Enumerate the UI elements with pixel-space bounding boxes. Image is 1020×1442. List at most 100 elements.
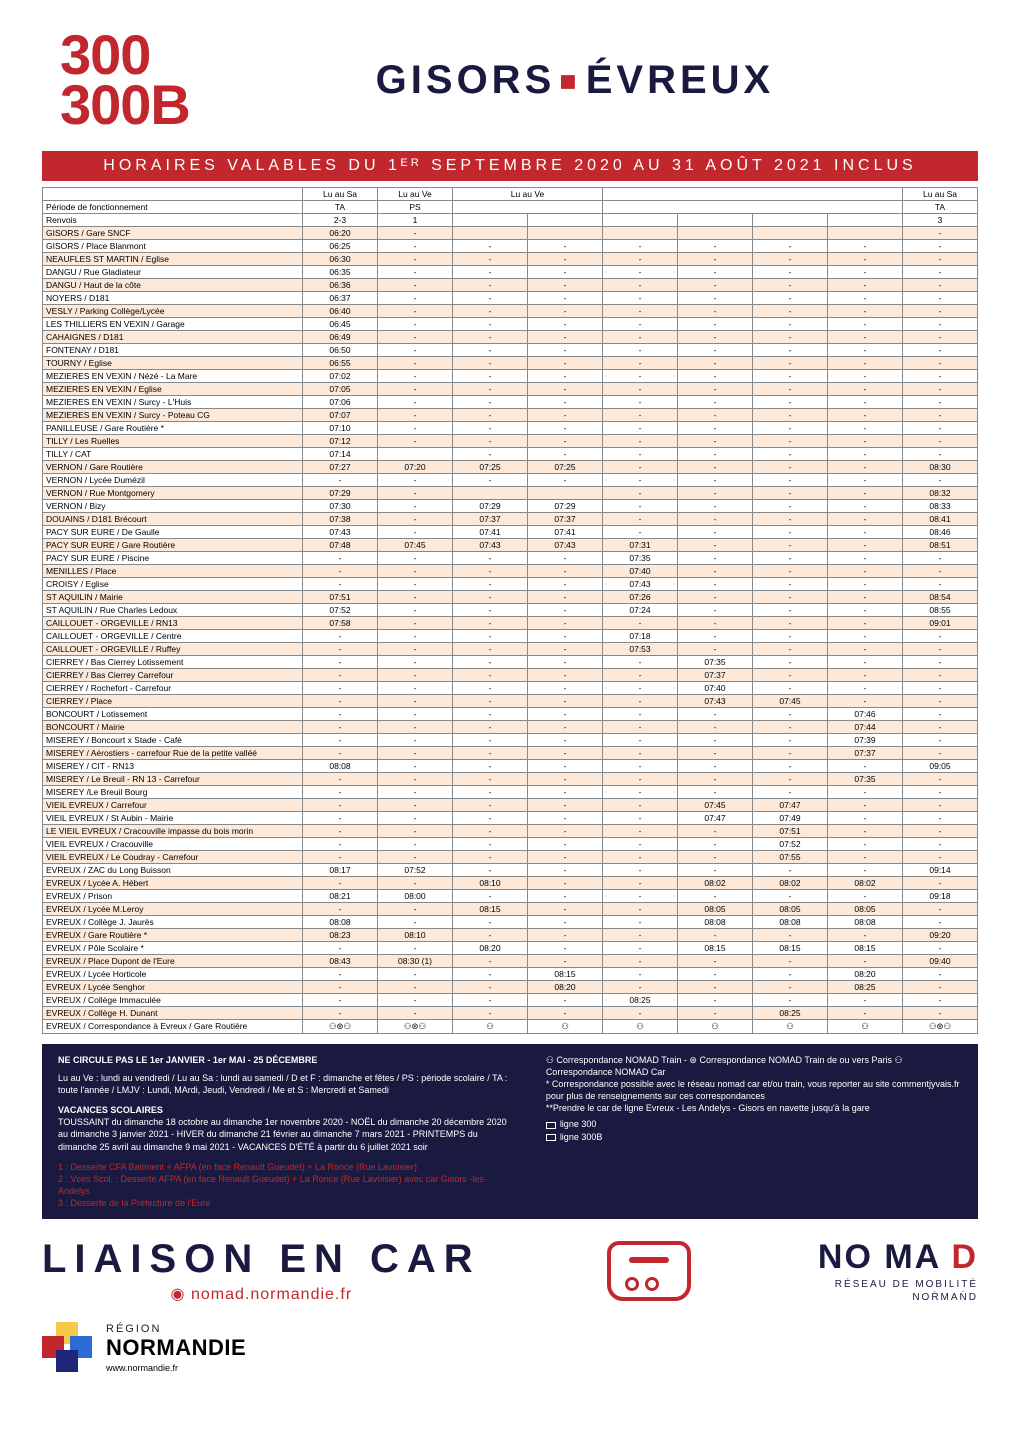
- time-cell: 07:41: [453, 525, 528, 538]
- time-cell: -: [528, 889, 603, 902]
- time-cell: -: [678, 330, 753, 343]
- time-cell: ⚇: [678, 1019, 753, 1033]
- time-cell: -: [753, 551, 828, 564]
- table-row: NOYERS / D18106:37--------: [43, 291, 978, 304]
- time-cell: [528, 226, 603, 239]
- time-cell: 07:07: [303, 408, 378, 421]
- time-cell: -: [903, 850, 978, 863]
- time-cell: -: [828, 928, 903, 941]
- table-row: MISEREY /Le Breuil Bourg---------: [43, 785, 978, 798]
- time-cell: -: [753, 954, 828, 967]
- time-cell: -: [753, 291, 828, 304]
- time-cell: -: [528, 798, 603, 811]
- time-cell: -: [828, 564, 903, 577]
- table-row: MISEREY / Aérostiers - carrefour Rue de …: [43, 746, 978, 759]
- time-cell: -: [903, 1006, 978, 1019]
- time-cell: 09:05: [903, 759, 978, 772]
- time-cell: -: [753, 460, 828, 473]
- time-cell: ⚇: [753, 1019, 828, 1033]
- time-cell: -: [828, 668, 903, 681]
- time-cell: 08:46: [903, 525, 978, 538]
- stop-name: EVREUX / Lycée Horticole: [43, 967, 303, 980]
- time-cell: -: [528, 837, 603, 850]
- stop-name: EVREUX / Pôle Scolaire *: [43, 941, 303, 954]
- stop-name: CIERREY / Rochefort - Carrefour: [43, 681, 303, 694]
- time-cell: -: [828, 486, 903, 499]
- table-row: EVREUX / Pôle Scolaire *--08:20--08:1508…: [43, 941, 978, 954]
- nomad-sub2: NOṘMAṄD: [818, 1292, 978, 1303]
- time-cell: -: [903, 395, 978, 408]
- time-cell: -: [453, 434, 528, 447]
- time-cell: -: [453, 369, 528, 382]
- time-cell: 07:52: [303, 603, 378, 616]
- time-cell: -: [678, 590, 753, 603]
- time-cell: -: [303, 785, 378, 798]
- timetable-head: Lu au SaLu au VeLu au VeLu au SaPériode …: [43, 187, 978, 226]
- time-cell: -: [753, 603, 828, 616]
- time-cell: -: [528, 603, 603, 616]
- time-cell: -: [528, 746, 603, 759]
- time-cell: -: [603, 980, 678, 993]
- stop-name: EVREUX / Collège J. Jaurès: [43, 915, 303, 928]
- time-cell: 07:25: [453, 460, 528, 473]
- pin-icon: ◉: [171, 1286, 191, 1303]
- time-cell: -: [753, 408, 828, 421]
- time-cell: -: [753, 720, 828, 733]
- time-cell: -: [828, 239, 903, 252]
- time-cell: -: [828, 811, 903, 824]
- stop-name: MEZIERES EN VEXIN / Nézé - La Mare: [43, 369, 303, 382]
- time-cell: -: [678, 278, 753, 291]
- time-cell: [753, 226, 828, 239]
- time-cell: -: [528, 824, 603, 837]
- time-cell: -: [753, 629, 828, 642]
- time-cell: -: [453, 824, 528, 837]
- table-row: EVREUX / Lycée M.Leroy--08:15--08:0508:0…: [43, 902, 978, 915]
- time-cell: -: [528, 811, 603, 824]
- time-cell: -: [828, 356, 903, 369]
- time-cell: 07:49: [753, 811, 828, 824]
- time-cell: -: [603, 668, 678, 681]
- time-cell: -: [453, 577, 528, 590]
- time-cell: -: [378, 473, 453, 486]
- time-cell: 06:37: [303, 291, 378, 304]
- time-cell: -: [678, 499, 753, 512]
- time-cell: -: [828, 252, 903, 265]
- time-cell: ⚇: [528, 1019, 603, 1033]
- table-row: VERNON / Lycée Dumézil---------: [43, 473, 978, 486]
- time-cell: 07:47: [678, 811, 753, 824]
- time-cell: -: [903, 356, 978, 369]
- table-row: EVREUX / Correspondance à Evreux / Gare …: [43, 1019, 978, 1033]
- time-cell: -: [678, 759, 753, 772]
- time-cell: -: [828, 460, 903, 473]
- stop-name: CAILLOUET - ORGEVILLE / Centre: [43, 629, 303, 642]
- time-cell: -: [303, 980, 378, 993]
- time-cell: -: [753, 447, 828, 460]
- time-cell: -: [378, 850, 453, 863]
- nomad-logo-text: NO MA D: [818, 1238, 978, 1277]
- table-row: MISEREY / Le Breuil - RN 13 - Carrefour-…: [43, 772, 978, 785]
- time-cell: -: [678, 434, 753, 447]
- time-cell: -: [528, 694, 603, 707]
- time-cell: -: [378, 915, 453, 928]
- time-cell: -: [903, 941, 978, 954]
- time-cell: -: [603, 837, 678, 850]
- time-cell: -: [453, 798, 528, 811]
- time-cell: -: [828, 603, 903, 616]
- time-cell: 07:06: [303, 395, 378, 408]
- time-cell: -: [453, 551, 528, 564]
- time-cell: -: [378, 694, 453, 707]
- time-cell: -: [753, 590, 828, 603]
- time-cell: -: [603, 941, 678, 954]
- time-cell: -: [903, 239, 978, 252]
- time-cell: -: [903, 746, 978, 759]
- time-cell: 07:52: [378, 863, 453, 876]
- no-service-line: NE CIRCULE PAS LE 1er JANVIER - 1er MAI …: [58, 1054, 516, 1066]
- route-title: GISORS◆ÉVREUX: [190, 58, 960, 103]
- time-cell: -: [378, 577, 453, 590]
- time-cell: -: [753, 512, 828, 525]
- time-cell: -: [303, 850, 378, 863]
- time-cell: 08:02: [678, 876, 753, 889]
- time-cell: 07:29: [303, 486, 378, 499]
- time-cell: -: [303, 577, 378, 590]
- table-row: EVREUX / Collège H. Dunant------08:25--: [43, 1006, 978, 1019]
